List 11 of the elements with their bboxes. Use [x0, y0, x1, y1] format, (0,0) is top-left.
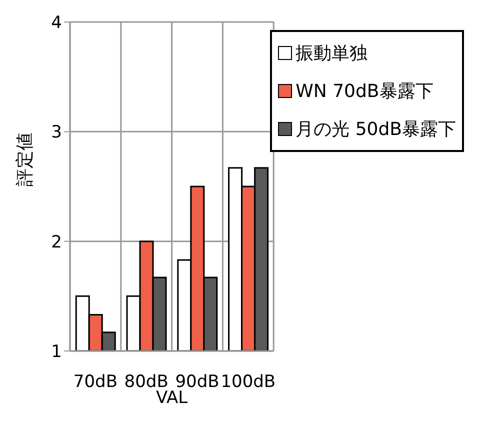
- y-tick-label: 2: [51, 232, 62, 252]
- y-tick-label: 1: [51, 342, 62, 362]
- legend-label: WN 70dB暴露下: [296, 80, 434, 103]
- x-axis-title: VAL: [156, 388, 188, 408]
- x-tick-label: 70dB: [73, 372, 118, 392]
- y-tick-label: 4: [51, 13, 62, 34]
- legend-label: 月の光 50dB暴露下: [296, 118, 456, 141]
- y-tick-label: 3: [51, 122, 62, 143]
- legend-label: 振動単独: [296, 42, 368, 65]
- x-tick-label: 100dB: [220, 372, 276, 392]
- y-axis-title: 評定値: [14, 132, 36, 186]
